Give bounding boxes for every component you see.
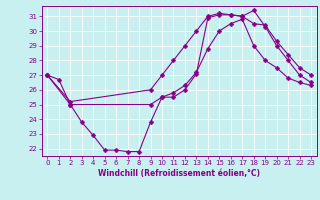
X-axis label: Windchill (Refroidissement éolien,°C): Windchill (Refroidissement éolien,°C): [98, 169, 260, 178]
